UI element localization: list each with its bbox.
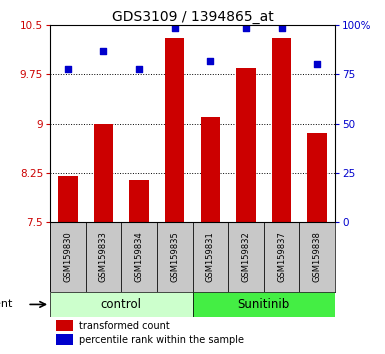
Bar — [85, 222, 121, 292]
Point — [100, 48, 107, 54]
Text: GSM159838: GSM159838 — [313, 232, 321, 282]
Point — [172, 25, 178, 31]
Bar — [264, 222, 300, 292]
Bar — [58, 176, 78, 222]
Bar — [121, 222, 157, 292]
Bar — [50, 292, 192, 317]
Bar — [272, 38, 291, 222]
Point — [278, 25, 285, 31]
Bar — [165, 38, 184, 222]
Point — [314, 62, 320, 67]
Text: GSM159830: GSM159830 — [64, 232, 72, 282]
Bar — [307, 133, 327, 222]
Text: percentile rank within the sample: percentile rank within the sample — [79, 335, 244, 344]
Title: GDS3109 / 1394865_at: GDS3109 / 1394865_at — [112, 10, 273, 24]
Text: Sunitinib: Sunitinib — [238, 298, 290, 311]
Text: GSM159837: GSM159837 — [277, 232, 286, 282]
Bar — [236, 68, 256, 222]
Text: GSM159832: GSM159832 — [241, 232, 250, 282]
Point — [65, 66, 71, 72]
Bar — [56, 334, 73, 344]
Bar — [228, 222, 264, 292]
Bar — [192, 222, 228, 292]
Text: GSM159831: GSM159831 — [206, 232, 215, 282]
Bar — [157, 222, 192, 292]
Bar — [201, 117, 220, 222]
Text: GSM159834: GSM159834 — [135, 232, 144, 282]
Text: GSM159835: GSM159835 — [170, 232, 179, 282]
Bar — [50, 222, 85, 292]
Text: agent: agent — [0, 299, 13, 309]
Point — [243, 25, 249, 31]
Text: transformed count: transformed count — [79, 321, 169, 331]
Bar — [300, 222, 335, 292]
Bar — [192, 292, 335, 317]
Text: control: control — [101, 298, 142, 311]
Bar — [129, 179, 149, 222]
Text: GSM159833: GSM159833 — [99, 232, 108, 282]
Point — [207, 58, 213, 64]
Bar — [56, 320, 73, 331]
Point — [136, 66, 142, 72]
Bar — [94, 124, 113, 222]
